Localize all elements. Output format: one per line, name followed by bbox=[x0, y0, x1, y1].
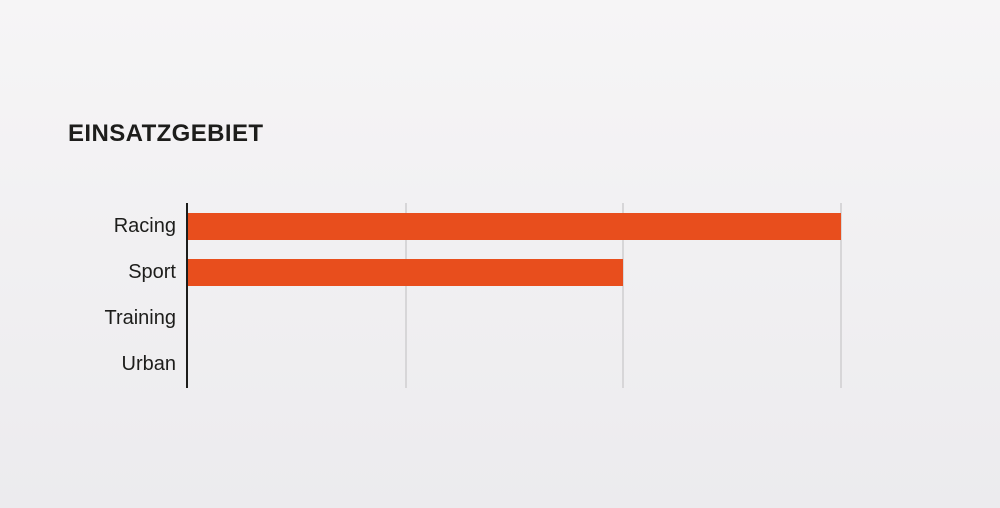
category-label-urban: Urban bbox=[121, 353, 176, 376]
bar-rows-layer bbox=[188, 203, 841, 388]
bar-sport bbox=[188, 258, 624, 286]
gridline-1 bbox=[404, 203, 407, 388]
bar-racing bbox=[188, 212, 841, 240]
bar-row-training bbox=[188, 296, 841, 342]
chart-plot-area bbox=[186, 203, 842, 388]
gridlines-layer bbox=[188, 203, 842, 388]
chart-title: EINSATZGEBIET bbox=[68, 120, 264, 147]
category-label-racing: Racing bbox=[113, 214, 176, 237]
category-label-sport: Sport bbox=[128, 260, 176, 283]
bar-row-urban bbox=[188, 342, 841, 388]
category-label-training: Training bbox=[104, 307, 176, 330]
gridline-2 bbox=[622, 203, 625, 388]
category-labels: Racing Sport Training Urban bbox=[0, 203, 176, 388]
gridline-3 bbox=[840, 203, 842, 388]
y-axis-line bbox=[188, 203, 842, 388]
bar-row-racing bbox=[188, 203, 841, 249]
bar-row-sport bbox=[188, 249, 841, 295]
